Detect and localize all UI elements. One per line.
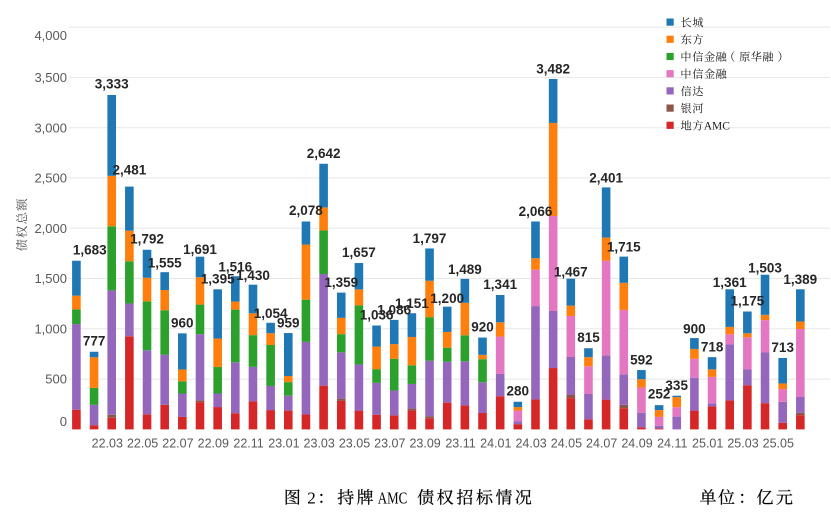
svg-text:25.03: 25.03: [727, 436, 758, 450]
svg-text:1,341: 1,341: [483, 277, 517, 292]
svg-text:900: 900: [683, 321, 706, 336]
svg-text:24.03: 24.03: [515, 436, 546, 450]
svg-text:1,683: 1,683: [73, 243, 107, 258]
svg-text:777: 777: [83, 334, 106, 349]
svg-text:2,642: 2,642: [307, 146, 341, 161]
svg-text:920: 920: [471, 319, 494, 334]
svg-text:24.01: 24.01: [480, 436, 511, 450]
svg-text:1,359: 1,359: [324, 275, 358, 290]
svg-text:1,516: 1,516: [218, 259, 252, 274]
svg-text:1,389: 1,389: [783, 272, 817, 287]
svg-text:23.07: 23.07: [374, 436, 405, 450]
svg-text:3,500: 3,500: [34, 70, 67, 85]
svg-text:1,175: 1,175: [731, 294, 765, 309]
svg-text:1,151: 1,151: [395, 296, 429, 311]
svg-text:1,200: 1,200: [430, 291, 464, 306]
svg-text:1,555: 1,555: [148, 256, 182, 271]
svg-text:22.05: 22.05: [127, 436, 158, 450]
svg-text:1,467: 1,467: [554, 264, 588, 279]
svg-text:592: 592: [630, 352, 653, 367]
svg-text:1,395: 1,395: [201, 272, 235, 287]
svg-text:23.05: 23.05: [339, 436, 370, 450]
svg-text:2,066: 2,066: [519, 204, 553, 219]
svg-text:2,000: 2,000: [34, 221, 67, 236]
svg-text:2,078: 2,078: [289, 203, 323, 218]
svg-text:959: 959: [277, 315, 300, 330]
svg-text:23.01: 23.01: [268, 436, 299, 450]
svg-text:1,430: 1,430: [236, 268, 270, 283]
svg-text:23.09: 23.09: [409, 436, 440, 450]
svg-text:24.07: 24.07: [586, 436, 617, 450]
svg-text:24.11: 24.11: [657, 436, 687, 450]
svg-text:3,000: 3,000: [34, 120, 67, 135]
svg-text:2,401: 2,401: [589, 170, 623, 185]
svg-text:22.07: 22.07: [162, 436, 193, 450]
svg-text:1,500: 1,500: [34, 271, 67, 286]
svg-text:713: 713: [771, 340, 794, 355]
svg-text:718: 718: [701, 340, 724, 355]
svg-text:2: 2: [307, 488, 316, 507]
svg-text:23.03: 23.03: [304, 436, 335, 450]
svg-text:252: 252: [648, 387, 671, 402]
svg-text:25.01: 25.01: [692, 436, 723, 450]
svg-text:2,481: 2,481: [113, 162, 147, 177]
svg-text:AMC: AMC: [704, 121, 731, 133]
svg-text:1,000: 1,000: [34, 321, 67, 336]
svg-text:960: 960: [171, 315, 194, 330]
svg-text:1,086: 1,086: [377, 303, 411, 318]
svg-text:22.09: 22.09: [198, 436, 229, 450]
svg-text:2,500: 2,500: [34, 171, 67, 186]
svg-text:4,000: 4,000: [34, 28, 67, 43]
svg-text:1,054: 1,054: [254, 306, 288, 321]
svg-text:1,792: 1,792: [130, 232, 164, 247]
svg-text:335: 335: [665, 378, 688, 393]
svg-text:25.05: 25.05: [763, 436, 794, 450]
svg-text:1,691: 1,691: [183, 242, 217, 257]
svg-text:1,503: 1,503: [748, 261, 782, 276]
svg-text:1,657: 1,657: [342, 245, 376, 260]
svg-text:3,333: 3,333: [95, 77, 129, 92]
svg-text:500: 500: [45, 372, 67, 387]
svg-text:23.11: 23.11: [445, 436, 475, 450]
svg-text:1,715: 1,715: [607, 239, 641, 254]
svg-text:24.09: 24.09: [621, 436, 652, 450]
svg-text:22.11: 22.11: [233, 436, 263, 450]
svg-text:1,361: 1,361: [713, 275, 747, 290]
svg-text:815: 815: [577, 330, 600, 345]
svg-text:3,482: 3,482: [536, 62, 570, 77]
svg-text:1,489: 1,489: [448, 262, 482, 277]
svg-text:24.05: 24.05: [551, 436, 582, 450]
svg-text:1,797: 1,797: [413, 231, 447, 246]
svg-text:22.03: 22.03: [92, 436, 123, 450]
svg-text:AMC: AMC: [378, 490, 407, 508]
svg-text:280: 280: [507, 384, 530, 399]
svg-text:0: 0: [60, 414, 67, 429]
svg-text:1,036: 1,036: [360, 308, 394, 323]
